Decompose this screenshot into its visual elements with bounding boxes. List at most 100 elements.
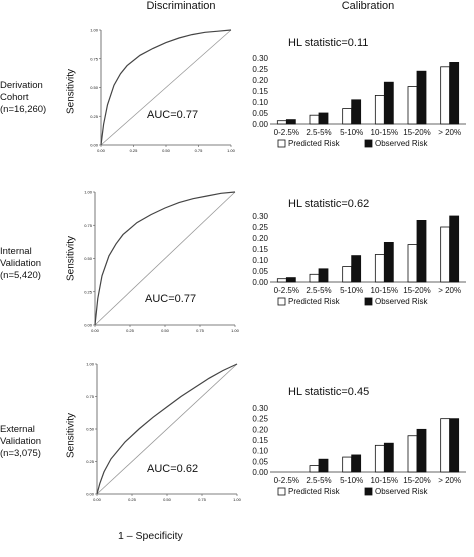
legend-swatch-observed: [364, 487, 373, 496]
x-tick-label: 0.25: [128, 497, 137, 502]
y-tick-label: 0.25: [252, 223, 268, 232]
predicted-risk-bar: [309, 465, 320, 473]
roc-curve: [96, 363, 238, 495]
legend-swatch-predicted: [277, 487, 286, 496]
y-tick-label: 0.25: [252, 65, 268, 74]
y-tick-label: 0.25: [86, 459, 95, 464]
y-tick-label: 0.30: [252, 212, 268, 221]
y-tick-label: 0.10: [252, 447, 268, 456]
calibration-header: Calibration: [341, 0, 395, 12]
observed-risk-bar: [351, 255, 362, 283]
row-label-line: External: [0, 424, 35, 435]
observed-risk-bar: [449, 215, 460, 283]
y-tick-label: 0.00: [84, 323, 93, 328]
observed-risk-bar: [318, 268, 329, 283]
row-label-line: (n=3,075): [0, 448, 41, 459]
y-tick-label: 0.00: [252, 468, 268, 477]
predicted-risk-bar: [276, 278, 287, 283]
observed-risk-bar: [351, 99, 362, 125]
observed-risk-bar: [318, 458, 329, 473]
calibration-title: HL statistic=0.62: [288, 198, 369, 210]
x-tick-label: 0.25: [126, 328, 135, 333]
x-tick-label: 1.00: [233, 497, 242, 502]
predicted-risk-bar: [342, 456, 353, 473]
reference-diagonal: [100, 29, 232, 146]
row-label-line: (n=5,420): [0, 270, 41, 281]
observed-risk-bar: [416, 70, 427, 125]
observed-risk-bar: [318, 112, 329, 125]
legend-swatch-predicted: [277, 297, 286, 306]
x-tick-label: 0.75: [196, 328, 205, 333]
observed-risk-bar: [383, 442, 394, 473]
predicted-risk-bar: [374, 444, 385, 473]
y-tick-label: 0.25: [84, 289, 93, 294]
category-label: 5-10%: [340, 286, 363, 295]
x-tick-label: 0.50: [161, 328, 170, 333]
category-label: > 20%: [438, 476, 461, 485]
y-tick-label: 0.10: [252, 256, 268, 265]
y-tick-label: 0.20: [252, 76, 268, 85]
predicted-risk-bar: [309, 273, 320, 283]
predicted-risk-bar: [440, 226, 451, 283]
y-tick-label: 0.75: [90, 56, 99, 61]
y-tick-label: 0.20: [252, 425, 268, 434]
y-tick-label: 0.25: [252, 415, 268, 424]
x-tick-label: 1.00: [231, 328, 240, 333]
category-label: 2.5-5%: [306, 476, 331, 485]
row-label-internal: Internal Validation (n=5,420): [0, 246, 41, 282]
calibration-chart-derivation: HL statistic=0.11 0.00 0.05 0.10 0.15 0.20 0.2…: [252, 37, 466, 148]
roc-chart-external: 0.00 0.25 0.50 0.75 1.00 0.00 0.25 0.50 0.75 1.00…: [86, 362, 242, 503]
observed-risk-bar: [449, 418, 460, 473]
predicted-risk-bar: [407, 244, 418, 283]
observed-risk-bar: [449, 61, 460, 125]
y-tick-label: 0.50: [90, 85, 99, 90]
legend-swatch-predicted: [277, 139, 286, 148]
category-label: 5-10%: [340, 128, 363, 137]
legend-swatch-observed: [364, 139, 373, 148]
observed-risk-bar: [383, 242, 394, 283]
row-label-derivation: Derivation Cohort (n=16,260): [0, 80, 46, 116]
predicted-risk-bar: [374, 254, 385, 283]
category-label: 10-15%: [371, 476, 399, 485]
row-label-line: (n=16,260): [0, 104, 47, 115]
x-tick-label: 0.00: [91, 328, 100, 333]
reference-diagonal: [96, 363, 238, 495]
roc-y-axis-label: Sensitivity: [65, 69, 77, 115]
legend-label-observed: Observed Risk: [375, 297, 428, 306]
legend-label-predicted: Predicted Risk: [288, 297, 341, 306]
observed-risk-bar: [383, 81, 394, 125]
y-tick-label: 0.15: [252, 436, 268, 445]
category-label: 10-15%: [371, 286, 399, 295]
predicted-risk-bar: [440, 66, 451, 125]
auc-annotation: AUC=0.77: [147, 109, 198, 121]
x-tick-label: 0.00: [93, 497, 102, 502]
category-label: 0-2.5%: [274, 128, 299, 137]
y-tick-label: 0.10: [252, 98, 268, 107]
x-tick-label: 0.50: [163, 497, 172, 502]
roc-chart-derivation: 0.00 0.25 0.50 0.75 1.00 0.00 0.25 0.50 0.75 1.00…: [90, 28, 235, 154]
y-tick-label: 0.30: [252, 404, 268, 413]
predicted-risk-bar: [407, 86, 418, 125]
calibration-title: HL statistic=0.45: [288, 386, 369, 398]
legend-label-observed: Observed Risk: [375, 487, 428, 496]
auc-annotation: AUC=0.77: [145, 293, 196, 305]
category-label: > 20%: [438, 286, 461, 295]
y-tick-label: 0.05: [252, 267, 268, 276]
legend-label-predicted: Predicted Risk: [288, 487, 341, 496]
y-tick-label: 0.15: [252, 87, 268, 96]
y-tick-label: 0.00: [90, 143, 99, 148]
discrimination-header: Discrimination: [146, 0, 216, 12]
row-label-external: External Validation (n=3,075): [0, 424, 41, 460]
y-tick-label: 0.50: [86, 427, 95, 432]
y-tick-label: 1.00: [90, 28, 99, 33]
row-label-line: Validation: [0, 258, 42, 269]
y-tick-label: 0.15: [252, 245, 268, 254]
y-tick-label: 0.30: [252, 54, 268, 63]
category-label: 15-20%: [403, 286, 431, 295]
y-tick-label: 0.50: [84, 256, 93, 261]
category-label: 2.5-5%: [306, 286, 331, 295]
legend-swatch-observed: [364, 297, 373, 306]
y-tick-label: 0.25: [90, 114, 99, 119]
calibration-title: HL statistic=0.11: [288, 37, 368, 49]
row-label-line: Internal: [0, 246, 32, 257]
